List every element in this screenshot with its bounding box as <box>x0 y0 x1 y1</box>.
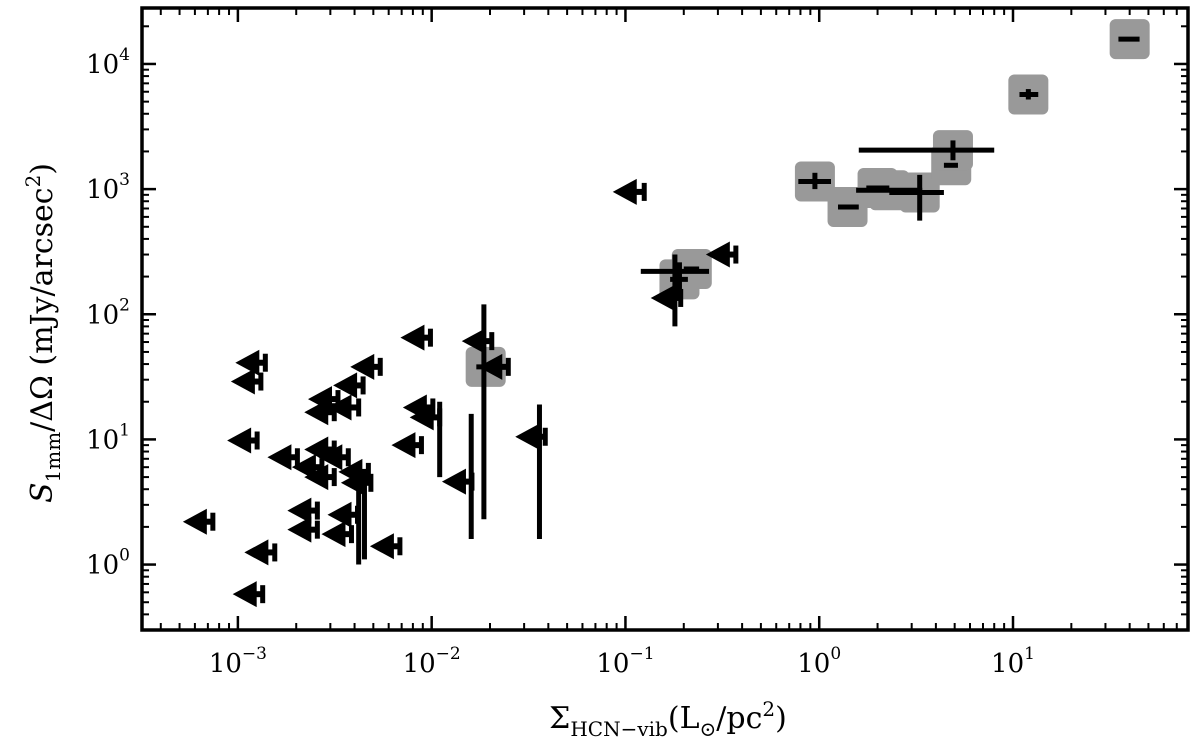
limit-arrow-15 <box>321 521 346 548</box>
x-axis-title-subscript: HCN−vib <box>570 717 668 741</box>
x-tick-label-base-3: 10 <box>797 649 830 679</box>
limit-arrow-33 <box>705 241 730 268</box>
y-axis-title-symbol: S <box>25 482 60 503</box>
limit-arrow-20 <box>340 469 365 496</box>
x-axis-title-unit-sub: ⊙ <box>700 717 717 741</box>
x-tick-label-exp-3: 0 <box>830 644 841 664</box>
y-axis-title: S1mm/ΔΩ (mJy/arcsec2) <box>21 163 65 503</box>
limit-arrow-17 <box>327 501 352 528</box>
detection-boxes <box>465 19 1150 387</box>
x-tick-label-exp-0: −3 <box>242 644 267 664</box>
y-tick-label-base-0: 10 <box>86 551 119 581</box>
y-tick-label-base-3: 10 <box>86 175 119 205</box>
x-axis-title-unit-end: /pc <box>716 701 762 736</box>
limit-arrow-2 <box>230 368 255 395</box>
limit-arrow-13 <box>307 386 332 413</box>
y-tick-label-2: 102 <box>86 295 130 330</box>
y-tick-label-base-4: 10 <box>86 50 119 80</box>
limit-arrow-8 <box>287 516 312 543</box>
y-tick-label-exp-1: 1 <box>119 420 130 440</box>
limit-arrow-22 <box>369 533 394 560</box>
limit-arrow-16 <box>327 394 352 421</box>
limit-arrow-7 <box>287 497 312 524</box>
x-tick-label-2: 10−1 <box>596 644 654 679</box>
x-axis-title-symbol: Σ <box>549 701 570 736</box>
limit-arrow-29 <box>478 353 503 380</box>
y-tick-label-base-1: 10 <box>86 425 119 455</box>
y-axis-title-rest: /ΔΩ (mJy/arcsec <box>25 187 60 431</box>
limit-arrow-28 <box>461 328 486 355</box>
y-tick-label-exp-3: 3 <box>119 170 130 190</box>
limit-arrow-1 <box>232 581 257 608</box>
x-tick-label-exp-2: −1 <box>629 644 654 664</box>
data-marks <box>182 36 1140 608</box>
x-axis-title: ΣHCN−vib(L⊙/pc2) <box>549 697 787 741</box>
limit-arrow-23 <box>391 432 416 459</box>
limit-arrow-18 <box>333 372 358 399</box>
limit-arrow-24 <box>400 324 425 351</box>
limit-arrow-5 <box>244 539 269 566</box>
limit-arrow-21 <box>350 353 375 380</box>
x-tick-label-4: 101 <box>991 644 1035 679</box>
limit-arrow-31 <box>612 178 637 205</box>
limit-arrow-14 <box>318 444 343 471</box>
limit-arrow-3 <box>235 349 260 376</box>
y-tick-label-3: 103 <box>86 170 130 205</box>
y-axis-title-close: ) <box>25 163 60 175</box>
x-tick-label-exp-4: 1 <box>1024 644 1035 664</box>
limit-arrow-27 <box>441 468 466 495</box>
y-tick-label-exp-4: 4 <box>119 45 130 65</box>
limit-arrow-9 <box>291 454 316 481</box>
y-tick-label-exp-2: 2 <box>119 295 130 315</box>
x-axis-title-close: ) <box>775 701 787 736</box>
x-tick-label-base-4: 10 <box>991 649 1024 679</box>
y-axis-title-subscript: 1mm <box>41 432 65 483</box>
x-tick-label-exp-1: −2 <box>436 644 461 664</box>
limit-arrow-0 <box>182 508 207 535</box>
y-tick-label-4: 104 <box>86 45 130 80</box>
limit-arrow-11 <box>304 464 329 491</box>
limit-arrow-30 <box>515 423 540 450</box>
x-tick-label-base-2: 10 <box>596 649 629 679</box>
y-tick-label-exp-0: 0 <box>119 546 130 566</box>
limit-arrow-26 <box>409 404 434 431</box>
limit-arrow-32 <box>650 284 675 311</box>
y-tick-label-base-2: 10 <box>86 300 119 330</box>
x-tick-label-3: 100 <box>797 644 841 679</box>
limit-arrow-4 <box>227 427 252 454</box>
y-tick-label-1: 101 <box>86 420 130 455</box>
x-tick-label-1: 10−2 <box>403 644 461 679</box>
limit-arrow-6 <box>267 444 292 471</box>
x-axis-title-unit-sup: 2 <box>762 697 775 721</box>
x-tick-label-base-0: 10 <box>209 649 242 679</box>
x-tick-label-base-1: 10 <box>403 649 436 679</box>
x-tick-label-0: 10−3 <box>209 644 267 679</box>
y-axis-title-sup: 2 <box>21 175 45 188</box>
x-axis-title-unit: (L <box>668 701 700 736</box>
y-tick-label-0: 100 <box>86 546 130 581</box>
